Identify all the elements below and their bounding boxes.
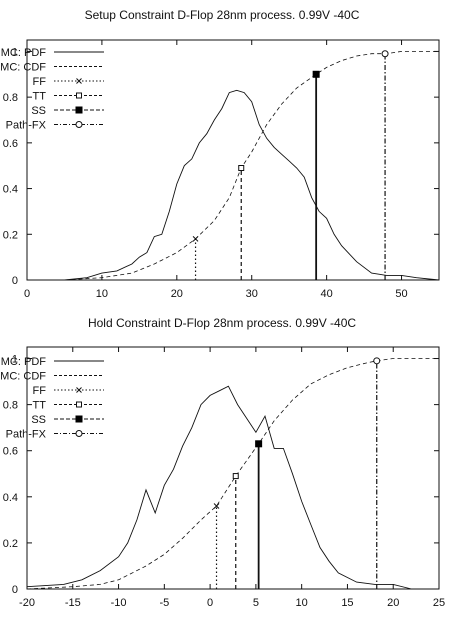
legend-label-path-fx: Path-FX [6,120,47,132]
path-fx-marker [373,357,381,365]
pdf-series-line [64,89,440,281]
ss-marker [255,440,263,448]
x-tick-label: -5 [159,597,169,609]
y-tick-label: 0.4 [3,492,18,504]
y-tick-label: 0.8 [3,400,18,412]
pdf-series-line [26,385,412,590]
legend-label-ss: SS [31,105,46,117]
ff-marker [213,503,220,509]
x-tick-label: 0 [207,597,213,609]
y-tick-label: 0.4 [3,184,18,196]
y-tick-label: 0.6 [3,446,18,458]
x-tick-label: 40 [321,288,333,300]
x-tick-label: 50 [395,288,407,300]
legend-marker-ss [75,415,83,423]
legend-marker-ff [76,387,82,393]
legend-marker-path-fx [75,121,83,128]
x-tick-label: 0 [24,288,30,300]
y-tick-label: 0.2 [3,229,18,241]
ss-marker [312,70,320,78]
legend-marker-ff [76,78,82,84]
x-tick-label: 15 [341,597,353,609]
x-tick-label: -15 [65,597,81,609]
legend-label-tt: TT [33,400,47,412]
legend-label-mc-cdf: MC: CDF [0,62,46,74]
setup-chart-title: Setup Constraint D-Flop 28nm process. 0.… [85,8,360,22]
legend-marker-tt [76,92,82,99]
y-tick-label: 1 [12,46,18,58]
plot-frame [26,346,440,590]
legend-label-mc-cdf: MC: CDF [0,371,46,383]
hold-chart: -20 -15 -10 -5 0 5 10 15 20 25 0 0.2 0.4 0.6 0.8 1MC: P… [0,346,445,609]
ff-marker [192,236,199,242]
x-tick-label: 10 [96,288,108,300]
y-tick-label: 0.8 [3,92,18,104]
x-tick-label: 5 [253,597,259,609]
y-tick-label: 1 [12,354,18,366]
legend-label-mc-pdf: MC: PDF [1,356,47,368]
legend-marker-ss [75,106,83,114]
legend-marker-path-fx [75,430,83,437]
tt-marker [238,165,245,171]
path-fx-marker [381,50,389,58]
hold-chart-title: Hold Constraint D-Flop 28nm process. 0.9… [88,316,356,330]
setup-chart: 0 10 20 30 40 50 0 0.2 0.4 0.6 0.8 1MC: PDF MC: CDF F… [0,39,440,300]
x-tick-label: 20 [387,597,399,609]
y-tick-label: 0 [12,275,18,287]
cdf-series-line [26,358,439,590]
x-tick-label: 10 [296,597,308,609]
legend-label-mc-pdf: MC: PDF [1,47,47,59]
y-tick-label: 0.2 [3,538,18,550]
legend-label-ff: FF [33,76,47,88]
y-tick-label: 0.6 [3,138,18,150]
x-tick-label: -10 [111,597,127,609]
x-tick-label: 20 [171,288,183,300]
y-tick-label: 0 [12,584,18,596]
cdf-series-line [64,51,439,281]
tt-marker [232,473,239,480]
legend-label-path-fx: Path-FX [6,429,47,441]
legend-marker-tt [76,401,82,408]
legend-label-ff: FF [33,385,47,397]
x-tick-label: 30 [246,288,258,300]
x-tick-label: -20 [19,597,35,609]
legend-label-tt: TT [33,91,47,103]
plot-frame [26,39,440,281]
legend-label-ss: SS [31,414,46,426]
x-tick-label: 25 [433,597,445,609]
